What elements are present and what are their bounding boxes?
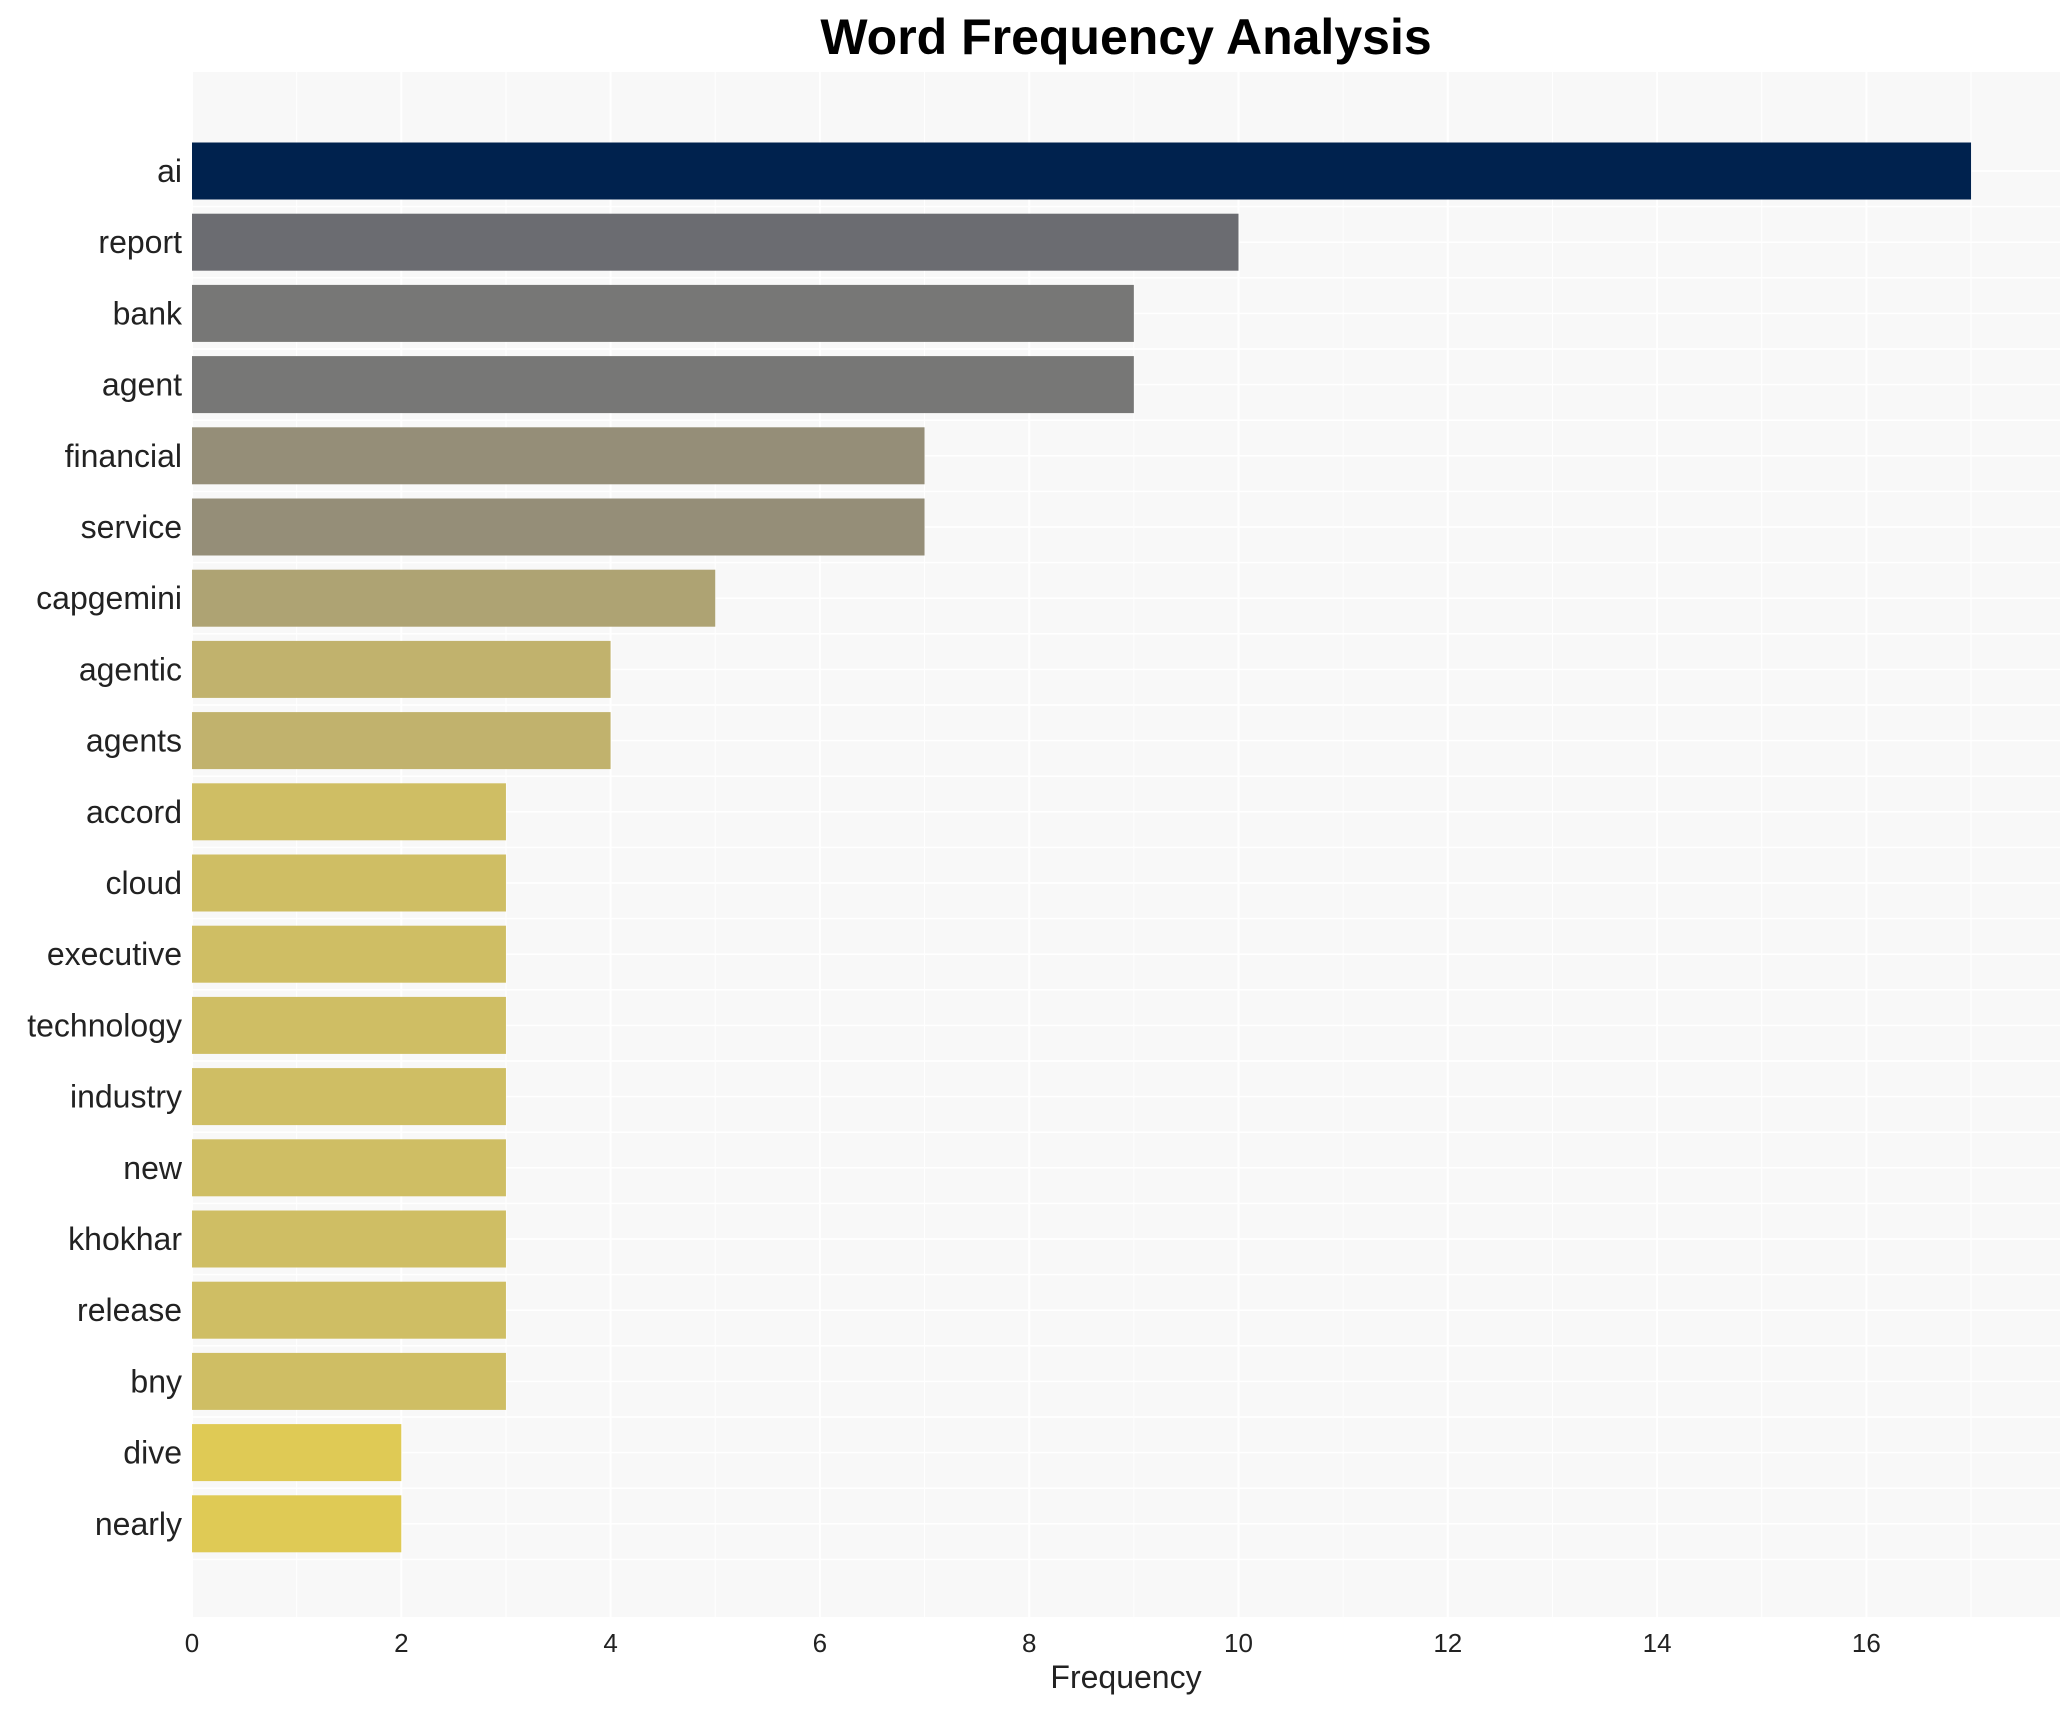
x-tick-label: 6 (813, 1628, 827, 1658)
bar-report (192, 213, 1239, 271)
y-tick-label-dive: dive (123, 1435, 182, 1471)
x-tick-label: 10 (1224, 1628, 1253, 1658)
y-tick-label-nearly: nearly (95, 1506, 182, 1542)
y-tick-label-agentic: agentic (79, 651, 182, 687)
bar-bny (192, 1352, 506, 1410)
y-tick-label-agent: agent (102, 367, 182, 403)
bar-khokhar (192, 1210, 506, 1268)
y-tick-label-report: report (98, 224, 182, 260)
bar-bank (192, 284, 1134, 342)
y-tick-label-technology: technology (27, 1007, 182, 1043)
bar-technology (192, 996, 506, 1054)
y-tick-label-capgemini: capgemini (36, 580, 182, 616)
chart-title: Word Frequency Analysis (820, 9, 1431, 65)
bar-executive (192, 925, 506, 983)
y-tick-label-financial: financial (65, 438, 182, 474)
x-tick-label: 0 (185, 1628, 199, 1658)
y-tick-label-khokhar: khokhar (68, 1221, 182, 1257)
bar-financial (192, 427, 925, 485)
bar-industry (192, 1068, 506, 1126)
y-tick-label-release: release (77, 1292, 182, 1328)
bars (192, 142, 1972, 1553)
y-tick-label-service: service (81, 509, 182, 545)
bar-dive (192, 1424, 402, 1482)
bar-new (192, 1139, 506, 1197)
bar-release (192, 1281, 506, 1339)
y-axis-labels: ai report bank agent financial service capgemi… (27, 153, 183, 1542)
x-axis-label: Frequency (1050, 1659, 1201, 1695)
bar-cloud (192, 854, 506, 912)
y-tick-label-ai: ai (157, 153, 182, 189)
x-tick-label: 8 (1022, 1628, 1036, 1658)
bar-service (192, 498, 925, 556)
bar-agents (192, 712, 611, 770)
bar-ai (192, 142, 1972, 200)
y-tick-label-executive: executive (47, 936, 182, 972)
x-tick-label: 14 (1643, 1628, 1672, 1658)
x-tick-label: 16 (1852, 1628, 1881, 1658)
x-tick-label: 12 (1433, 1628, 1462, 1658)
y-tick-label-industry: industry (70, 1079, 182, 1115)
y-tick-label-agents: agents (86, 723, 182, 759)
bar-capgemini (192, 569, 716, 627)
x-tick-label: 4 (603, 1628, 617, 1658)
bar-agent (192, 356, 1134, 414)
y-tick-label-bny: bny (130, 1363, 182, 1399)
y-tick-label-bank: bank (113, 295, 183, 331)
y-tick-label-new: new (123, 1150, 183, 1186)
bar-agentic (192, 640, 611, 698)
y-tick-label-accord: accord (86, 794, 182, 830)
x-axis-ticks: 0 2 4 6 8 10 12 14 16 (185, 1628, 1881, 1658)
y-tick-label-cloud: cloud (106, 865, 183, 901)
bar-nearly (192, 1495, 402, 1553)
x-tick-label: 2 (394, 1628, 408, 1658)
bar-accord (192, 783, 506, 841)
